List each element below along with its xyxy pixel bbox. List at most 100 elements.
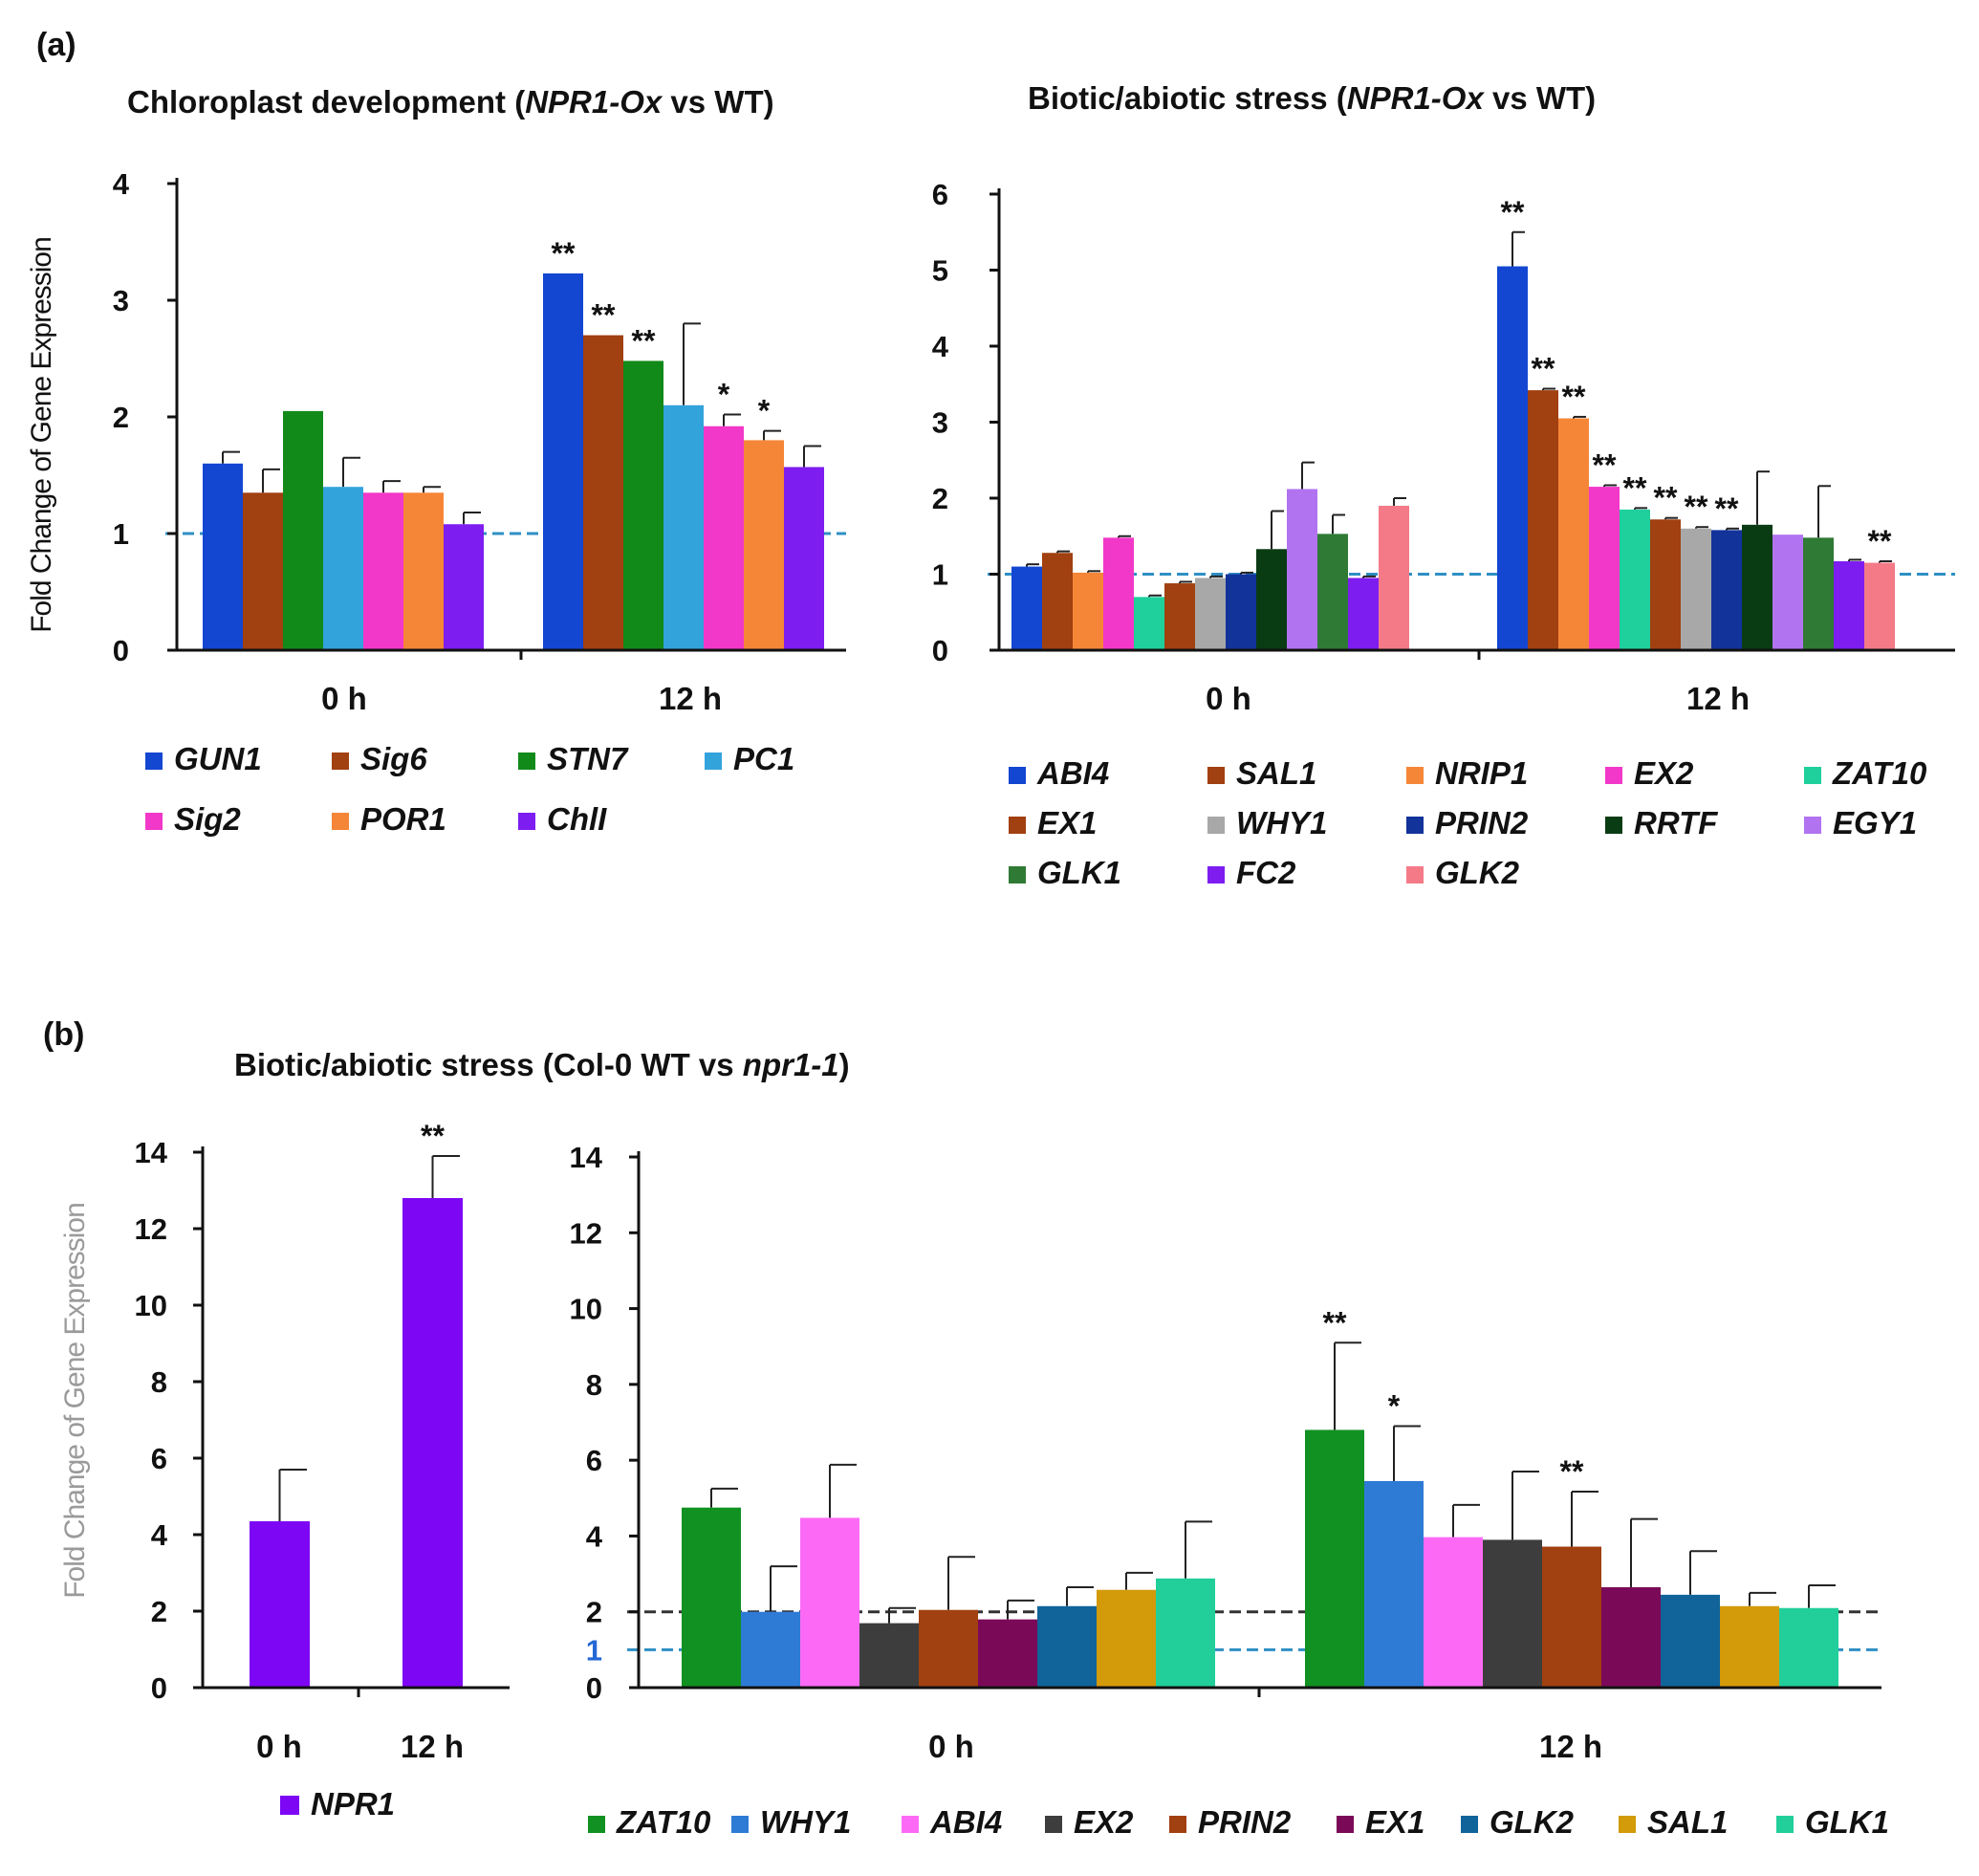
- bar-ex2-0-h: [1103, 537, 1134, 650]
- bar-zat10-0-h: [682, 1507, 741, 1688]
- legend-label-ex2: EX2: [1634, 755, 1694, 791]
- y-tick-label: 14: [570, 1141, 603, 1174]
- legend-swatch-egy1: [1804, 817, 1821, 834]
- legend-label-sig6: Sig6: [360, 741, 427, 776]
- bar-zat10-0-h: [1134, 597, 1164, 650]
- legend-swatch-por1: [332, 813, 349, 830]
- y-tick-label: 5: [932, 254, 948, 288]
- title-part: vs WT): [1484, 80, 1596, 116]
- bar-sig6-12-h: [583, 335, 623, 650]
- bar-pc1-0-h: [323, 487, 363, 650]
- chart-title-chloroplast: Chloroplast development (NPR1-Ox vs WT): [127, 84, 774, 120]
- bar-fc2-12-h: [1834, 560, 1864, 650]
- significance-mark: **: [1323, 1305, 1347, 1340]
- significance-mark: **: [1501, 195, 1525, 229]
- y-tick-label: 0: [113, 634, 129, 667]
- legend-label-ex1: EX1: [1365, 1804, 1424, 1840]
- bar-ex1-12-h: [1650, 519, 1681, 650]
- legend-swatch-nrip1: [1406, 767, 1424, 784]
- legend-swatch-abi4: [902, 1816, 919, 1833]
- legend-label-ex2: EX2: [1074, 1804, 1134, 1840]
- y-tick-label: 4: [151, 1518, 168, 1552]
- legend: ABI4 SAL1 NRIP1 EX2 ZAT10 EX1 WHY1 PRIN2 RRTF EGY…: [1009, 755, 1927, 890]
- legend-label-glk1: GLK1: [1805, 1804, 1889, 1840]
- bar-fc2-0-h: [1348, 578, 1379, 650]
- legend-label-egy1: EGY1: [1833, 805, 1917, 840]
- bar-ex2-12-h: [1483, 1539, 1542, 1688]
- chart-title-stress-npr1-1: Biotic/abiotic stress (Col-0 WT vs npr1-…: [234, 1047, 850, 1082]
- y-tick-label: 6: [586, 1444, 602, 1477]
- significance-mark: **: [1685, 490, 1708, 524]
- bar-glk1-12-h: [1779, 1607, 1838, 1688]
- bar-glk2-0-h: [1379, 505, 1409, 650]
- chart-title-stress-npr1ox: Biotic/abiotic stress (NPR1-Ox vs WT): [1028, 80, 1596, 116]
- bar-glk2-12-h: [1661, 1594, 1720, 1688]
- legend-swatch-glk2: [1406, 866, 1424, 883]
- legend: GUN1 Sig6 STN7 PC1 Sig2 POR1 ChlI: [145, 741, 794, 837]
- y-tick-label: 2: [113, 401, 129, 434]
- legend-label-why1: WHY1: [1236, 805, 1327, 840]
- y-tick-label: 2: [586, 1596, 602, 1629]
- bar-sal1-12-h: [1720, 1605, 1779, 1688]
- bar-stn7-12-h: [623, 360, 663, 650]
- title-part: NPR1-Ox: [525, 84, 663, 120]
- significance-mark: **: [1532, 352, 1555, 386]
- legend-swatch-zat10: [1804, 767, 1821, 784]
- y-tick-label: 1: [113, 517, 129, 551]
- bar-sig2-0-h: [363, 492, 403, 650]
- bar-gun1-12-h: [543, 273, 583, 650]
- legend-swatch-rrtf: [1605, 817, 1622, 834]
- y-tick-label: 10: [135, 1289, 167, 1322]
- legend-swatch-fc2: [1207, 866, 1225, 883]
- y-tick-label: 1: [932, 558, 948, 592]
- legend-swatch-ex1: [1009, 817, 1026, 834]
- legend-label-ex1: EX1: [1037, 805, 1097, 840]
- legend-swatch-sal1: [1619, 1816, 1636, 1833]
- bar-ex1-0-h: [1164, 583, 1195, 650]
- bar-egy1-12-h: [1772, 534, 1803, 650]
- bar-chli-12-h: [784, 467, 824, 650]
- y-tick-label: 4: [113, 167, 130, 201]
- significance-mark: *: [718, 378, 730, 412]
- significance-mark: **: [1623, 470, 1647, 505]
- y-tick-label: 0: [586, 1671, 602, 1705]
- legend-label-zat10: ZAT10: [616, 1804, 711, 1840]
- y-tick-label: 6: [151, 1442, 167, 1475]
- x-category-label: 0 h: [1206, 681, 1251, 716]
- legend-swatch-prin2: [1169, 1816, 1186, 1833]
- legend-swatch-why1: [1207, 817, 1225, 834]
- significance-mark: **: [1868, 524, 1892, 558]
- significance-mark: **: [1715, 491, 1739, 526]
- legend-label-why1: WHY1: [760, 1804, 851, 1840]
- legend-label-prin2: PRIN2: [1198, 1804, 1292, 1840]
- y-axis-label-b: Fold Change of Gene Expression: [59, 1203, 91, 1599]
- bar-prin2-0-h: [919, 1609, 978, 1688]
- legend-swatch-why1: [731, 1816, 749, 1833]
- legend-label-zat10: ZAT10: [1832, 755, 1927, 791]
- bar-ex2-12-h: [1589, 487, 1620, 650]
- legend-swatch-npr1: [280, 1796, 299, 1815]
- legend-swatch-prin2: [1406, 817, 1424, 834]
- bar-why1-0-h: [1195, 578, 1226, 650]
- significance-mark: **: [421, 1119, 445, 1153]
- legend-label-fc2: FC2: [1236, 855, 1296, 890]
- legend-label-abi4: ABI4: [929, 1804, 1002, 1840]
- bar-pc1-12-h: [663, 404, 704, 650]
- y-tick-label: 0: [932, 634, 948, 667]
- legend-label-por1: POR1: [360, 801, 446, 837]
- legend-label-rrtf: RRTF: [1634, 805, 1718, 840]
- legend-swatch-glk2: [1461, 1816, 1478, 1833]
- title-part: ): [839, 1047, 850, 1082]
- legend-label-sal1: SAL1: [1236, 755, 1316, 791]
- significance-mark: **: [1562, 380, 1586, 414]
- legend-label-glk2: GLK2: [1490, 1804, 1575, 1840]
- bar-rrtf-0-h: [1256, 549, 1287, 650]
- legend-swatch-ex2: [1605, 767, 1622, 784]
- legend-swatch-chli: [518, 813, 535, 830]
- bar-glk1-12-h: [1803, 537, 1834, 650]
- bar-zat10-12-h: [1620, 509, 1650, 650]
- legend-label-nrip1: NRIP1: [1435, 755, 1528, 791]
- y-tick-label: 14: [135, 1136, 168, 1169]
- bar-ex1-0-h: [978, 1619, 1037, 1688]
